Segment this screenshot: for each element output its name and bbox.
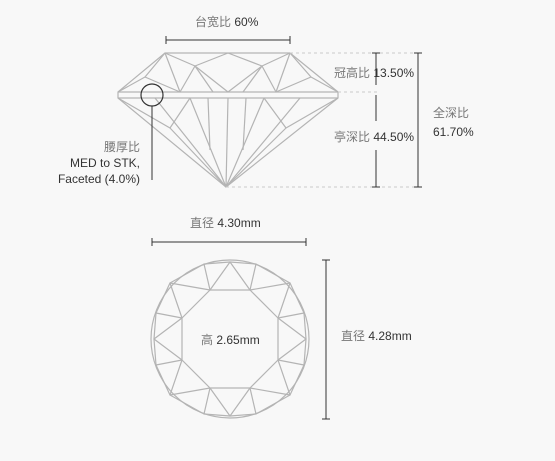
girdle-line2: Faceted (4.0%)	[57, 172, 140, 186]
table-caption: 台宽比	[195, 15, 232, 29]
table-width-dimension	[165, 36, 291, 44]
girdle-caption: 腰厚比	[103, 140, 140, 154]
profile-outline	[117, 52, 339, 188]
height-value: 2.65mm	[216, 333, 260, 347]
top-diameter2-dimension	[322, 259, 330, 420]
table-value: 60%	[234, 15, 259, 29]
side-diameter-value: 4.28mm	[368, 329, 412, 343]
top-diameter-label: 直径 4.30mm	[190, 216, 261, 230]
total-depth-label: 全深比 61.70%	[433, 106, 474, 139]
crown-height-label: 冠高比 13.50%	[334, 66, 414, 80]
pavilion-value: 44.50%	[373, 130, 415, 144]
pavilion-depth-label: 亭深比 44.50%	[334, 130, 414, 144]
pavilion-caption: 亭深比	[334, 130, 371, 144]
girdle-marker-circle	[140, 83, 164, 107]
total-value: 61.70%	[433, 125, 474, 139]
total-caption: 全深比	[433, 106, 470, 120]
depth-dimensions	[372, 52, 422, 188]
side-profile-diamond	[117, 52, 339, 188]
girdle-line1: MED to STK,	[69, 156, 140, 170]
height-label: 高 2.65mm	[201, 333, 260, 347]
crown-value: 13.50%	[373, 66, 415, 80]
top-diameter-value: 4.30mm	[217, 216, 261, 230]
top-diameter-dimension	[151, 238, 307, 246]
side-diameter-label: 直径 4.28mm	[341, 329, 412, 343]
side-diameter-caption: 直径	[341, 329, 366, 343]
height-caption: 高	[201, 333, 214, 347]
table-percentage-label: 台宽比 60%	[195, 15, 258, 29]
reference-dashes	[226, 52, 418, 188]
crown-caption: 冠高比	[334, 66, 371, 80]
girdle-thickness-label: 腰厚比 MED to STK, Faceted (4.0%)	[40, 140, 140, 186]
top-view-outline	[150, 259, 310, 419]
top-diameter-caption: 直径	[190, 216, 215, 230]
top-view-diamond	[150, 259, 310, 419]
